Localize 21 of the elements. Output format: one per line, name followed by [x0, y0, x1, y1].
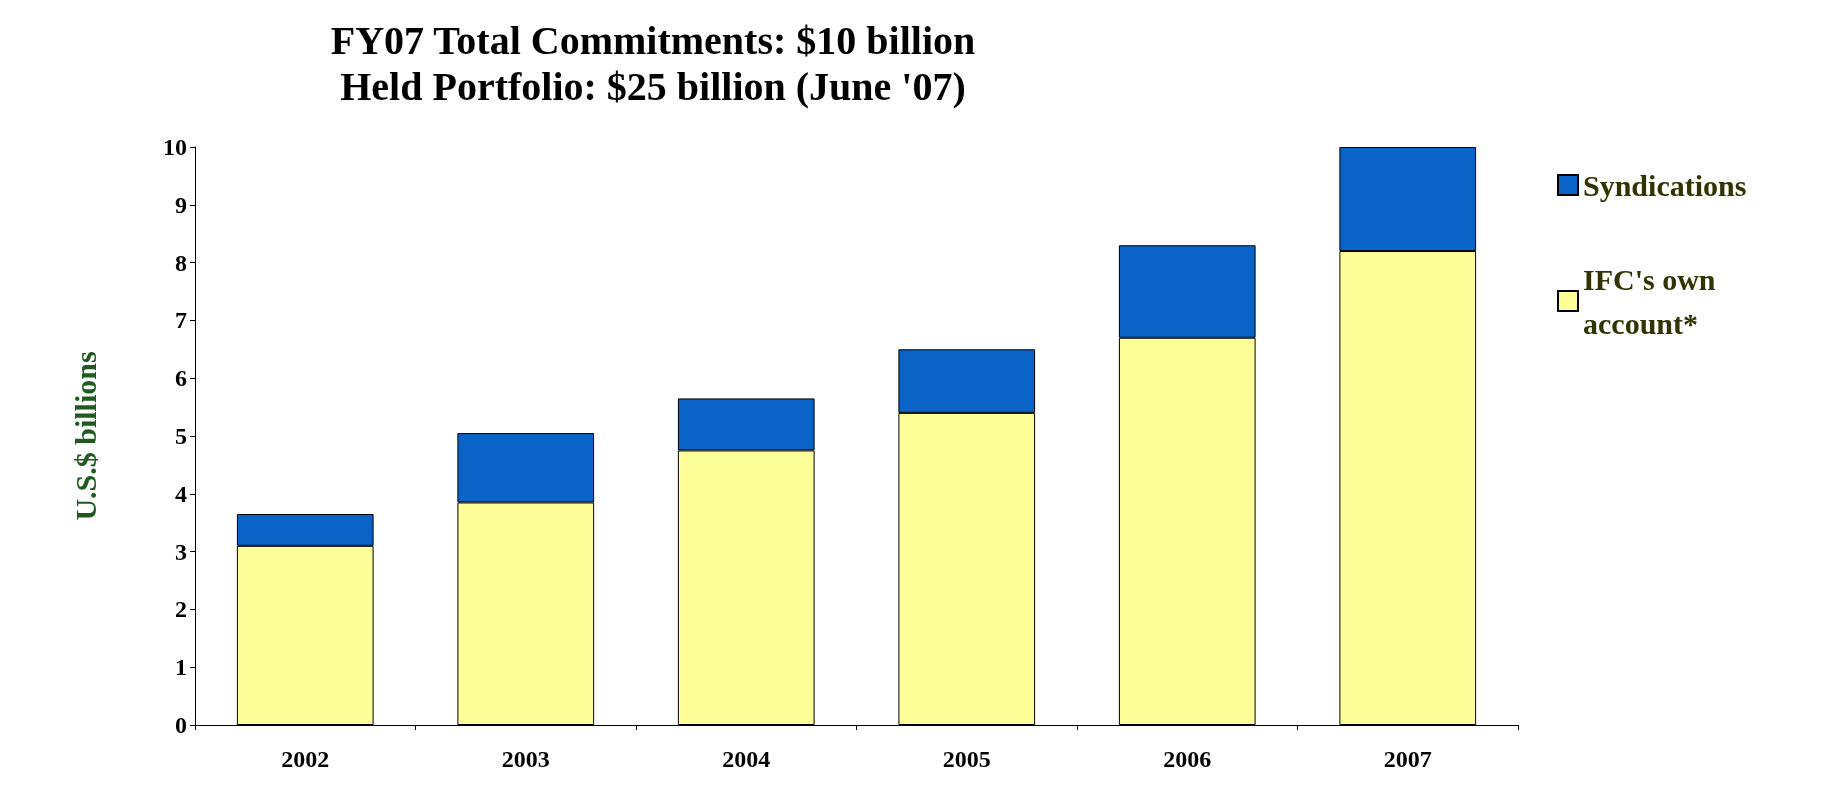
chart-title: FY07 Total Commitments: $10 billion Held Portfolio: $25 billion (June '07): [330, 17, 976, 109]
y-tick-label: 5: [175, 423, 187, 449]
y-tick-label: 2: [175, 596, 187, 623]
legend-label: IFC's own account*: [1583, 262, 1724, 340]
y-tick-label: 9: [175, 191, 187, 218]
y-tick-label: 4: [175, 480, 187, 507]
x-tick-label: 2002: [281, 746, 330, 772]
y-tick-label: 3: [175, 538, 187, 565]
y-tick-label: 6: [175, 365, 187, 392]
y-tick-label: 10: [163, 134, 187, 160]
legend-label: Syndications: [1583, 168, 1747, 202]
y-tick-label: 0: [175, 712, 187, 738]
y-axis-title: U.S.$ billions: [68, 351, 102, 521]
y-tick-label: 1: [175, 654, 187, 681]
x-tick-label: 2003: [501, 746, 550, 772]
x-tick-label: 2005: [942, 746, 991, 772]
x-tick-label: 2007: [1383, 746, 1432, 772]
y-tick-label: 8: [175, 249, 187, 276]
y-tick-label: 7: [175, 307, 187, 334]
x-tick-label: 2004: [722, 746, 771, 772]
x-tick-label: 2006: [1163, 746, 1212, 772]
